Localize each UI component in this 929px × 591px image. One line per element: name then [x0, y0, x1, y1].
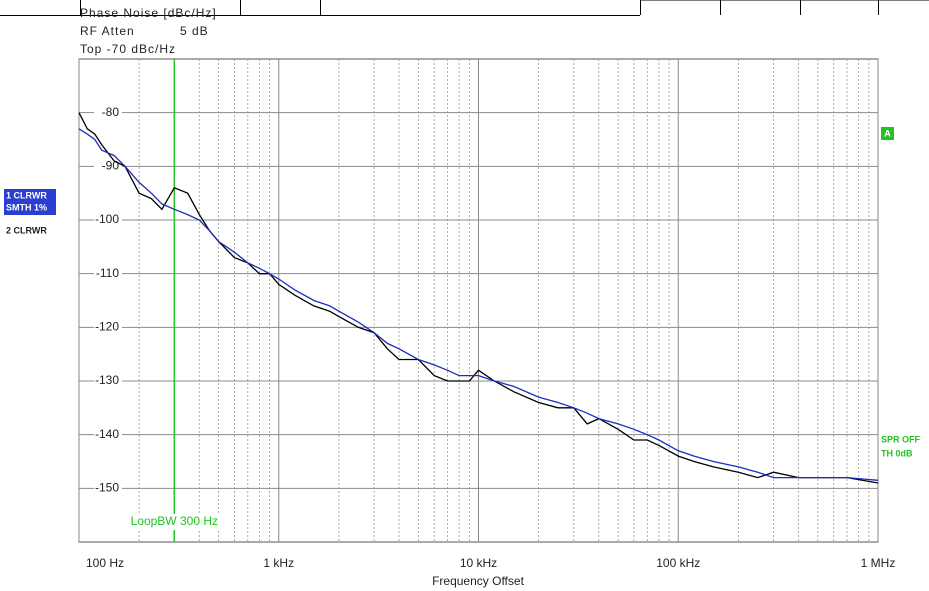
top-level: Top -70 dBc/Hz [80, 42, 176, 56]
y-tick-label: -90 [102, 159, 120, 173]
trace2-label: 2 CLRWR [6, 225, 47, 235]
measurement: Phase Noise [dBc/Hz] [80, 6, 217, 20]
x-axis-label: Frequency Offset [432, 574, 524, 588]
y-tick-label: -140 [95, 427, 119, 441]
tick-label-bg [94, 320, 122, 335]
rf-atten-value: 5 dB [180, 24, 209, 38]
x-tick-label: 1 kHz [263, 556, 294, 570]
y-tick-label: -100 [95, 212, 119, 226]
threshold-setting: TH 0dB [881, 448, 913, 458]
annotation: LoopBW 300 Hz [131, 514, 218, 528]
tick-label-bg [94, 266, 122, 281]
y-tick-label: -80 [102, 105, 120, 119]
x-tick-label: 100 kHz [656, 556, 700, 570]
tick-label-bg [94, 374, 122, 388]
y-tick-label: -130 [95, 373, 119, 387]
tick-label-bg [94, 481, 122, 496]
marker-a-badge [881, 127, 894, 140]
marker-a: A [884, 128, 891, 138]
tick-label-bg [94, 213, 122, 227]
x-tick-label: 100 Hz [86, 556, 124, 570]
spur-setting: SPR OFF [881, 434, 921, 444]
tick-label-bg [94, 427, 122, 442]
x-tick-label: 10 kHz [460, 556, 497, 570]
trace1-badge [4, 189, 56, 215]
x-tick-label: 1 MHz [861, 556, 896, 570]
plot: -80 -90 -100 -110 -120 -130 -140 -150 LoopBW 300… [78, 58, 879, 543]
trace [78, 112, 879, 484]
tick-label-bg [94, 159, 122, 174]
header-frame [0, 0, 929, 16]
trace1-label: 1 CLRWR [6, 190, 47, 200]
trace1-detail: SMTH 1% [6, 202, 47, 212]
annotation-bg [119, 514, 230, 530]
y-tick-label: -110 [96, 266, 119, 280]
trace [78, 128, 879, 481]
y-tick-label: -120 [95, 320, 119, 334]
rf-atten-label: RF Atten [80, 24, 135, 38]
tick-label-bg [94, 105, 122, 120]
y-tick-label: -150 [95, 481, 119, 495]
